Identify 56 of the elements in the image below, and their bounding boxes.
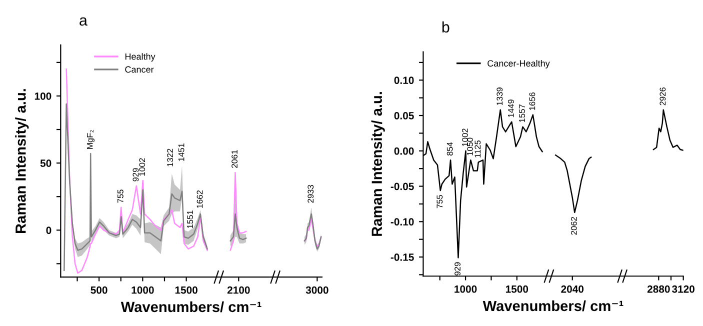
annotation: 2933 [308,184,314,203]
y-tick-label: -0.15 [390,254,414,261]
x-tick-label: 500 [90,286,108,294]
line-series [230,213,247,242]
annotation: 1656 [529,92,536,110]
y-tick-label: 50 [40,160,52,167]
annotation: 854 [446,142,453,156]
line-series [555,154,592,214]
y-tick-label: 0.10 [394,76,414,84]
y-tick-label: 0.00 [394,147,414,155]
x-tick-label: 1000 [454,285,477,293]
annotation: 1322 [167,148,174,166]
annotation: 2061 [232,150,238,168]
legend-label: Cancer-Healthy [488,60,550,68]
annotation: 1551 [187,210,193,228]
annotation: 929 [454,262,460,276]
x-tick-label: 3000 [306,286,328,294]
y-axis-title: Raman Intensity/ a.u. [15,89,29,233]
annotation: 1449 [508,100,514,118]
x-tick-label: 2100 [227,286,250,294]
annotation: 1050 [467,138,473,156]
legend-label: Healthy [125,53,156,62]
annotation: MgF₂ [87,130,94,149]
line-series [304,213,322,250]
chart-title: b [442,21,450,33]
x-tick-label: 2040 [561,285,584,293]
y-tick-label: -0.05 [390,182,414,190]
annotation: 929 [132,168,139,182]
legend-label: Cancer [125,66,154,73]
annotation: 1451 [178,143,184,161]
x-tick-label: 2880 [647,285,670,293]
x-tick-label: 1500 [506,285,528,293]
y-axis-title: Raman Intensity/ a.u. [371,92,385,236]
annotation: 1557 [519,104,525,122]
line-series [230,172,247,251]
annotation: 1002 [139,158,146,176]
annotation: 755 [436,195,443,208]
y-tick-label: 0.05 [394,112,414,120]
y-tick-label: 0 [46,226,52,234]
annotation: 1662 [196,190,203,208]
line-series [652,109,684,151]
annotation: 1339 [496,88,503,106]
x-tick-label: 1000 [132,286,154,294]
x-tick-label: 3120 [672,285,694,293]
x-axis-title: Wavenumbers/ cm⁻¹ [120,301,262,312]
annotation: 755 [118,190,124,203]
chart-title: a [80,17,88,26]
x-axis-title: Wavenumbers/ cm⁻¹ [482,300,624,312]
y-tick-label: -0.10 [390,218,414,226]
annotation: 2062 [570,217,577,235]
annotation: 2926 [660,88,666,106]
x-tick-label: 1500 [175,286,198,294]
annotation: 1125 [474,140,481,158]
line-series [304,218,322,247]
annotation: 1002 [462,128,468,146]
y-tick-label: 100 [34,92,52,100]
